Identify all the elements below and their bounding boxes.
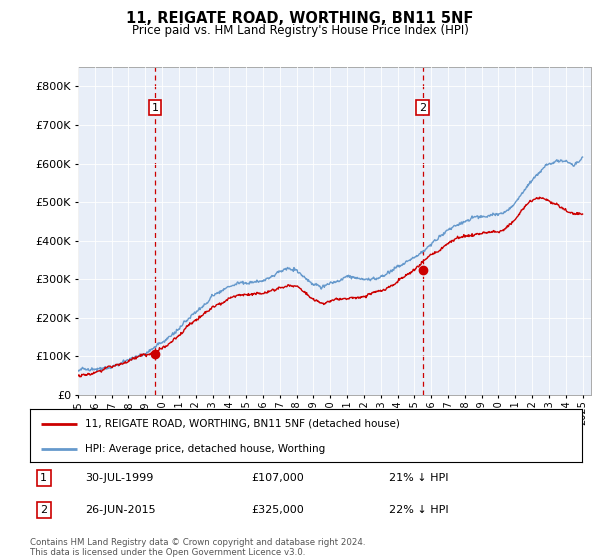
Text: 30-JUL-1999: 30-JUL-1999 <box>85 473 154 483</box>
Text: 11, REIGATE ROAD, WORTHING, BN11 5NF: 11, REIGATE ROAD, WORTHING, BN11 5NF <box>127 11 473 26</box>
Text: £107,000: £107,000 <box>251 473 304 483</box>
Text: 26-JUN-2015: 26-JUN-2015 <box>85 505 156 515</box>
Text: Contains HM Land Registry data © Crown copyright and database right 2024.
This d: Contains HM Land Registry data © Crown c… <box>30 538 365 557</box>
Text: Price paid vs. HM Land Registry's House Price Index (HPI): Price paid vs. HM Land Registry's House … <box>131 24 469 36</box>
Text: 1: 1 <box>40 473 47 483</box>
Text: 11, REIGATE ROAD, WORTHING, BN11 5NF (detached house): 11, REIGATE ROAD, WORTHING, BN11 5NF (de… <box>85 419 400 429</box>
Text: £325,000: £325,000 <box>251 505 304 515</box>
Text: 21% ↓ HPI: 21% ↓ HPI <box>389 473 448 483</box>
Text: 2: 2 <box>40 505 47 515</box>
Text: HPI: Average price, detached house, Worthing: HPI: Average price, detached house, Wort… <box>85 444 325 454</box>
Text: 22% ↓ HPI: 22% ↓ HPI <box>389 505 448 515</box>
Text: 2: 2 <box>419 102 426 113</box>
Text: 1: 1 <box>152 102 158 113</box>
